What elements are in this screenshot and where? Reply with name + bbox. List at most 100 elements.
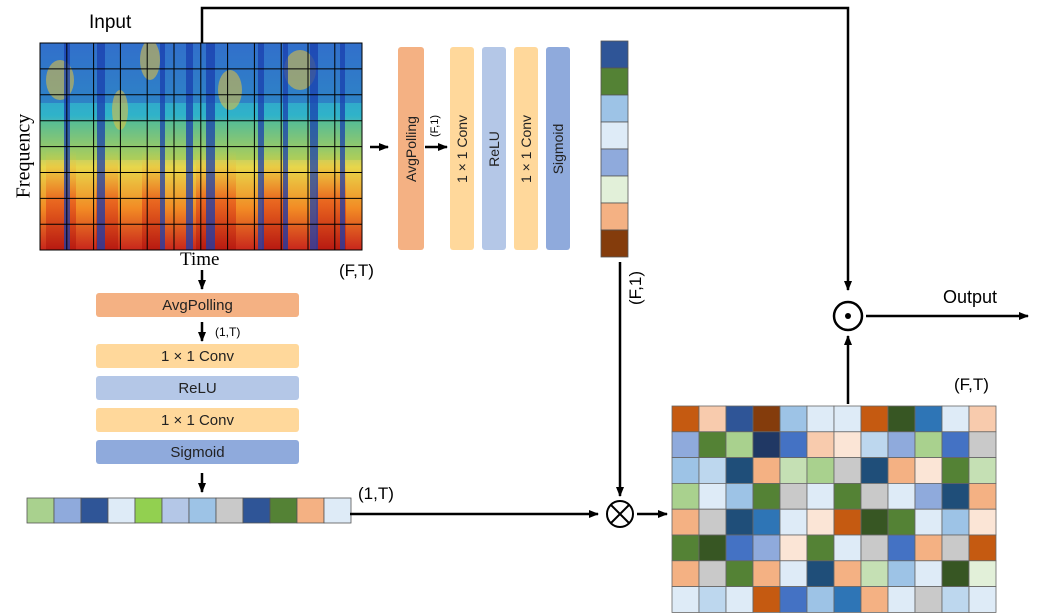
- grid-cell: [860, 560, 889, 587]
- grid-cell: [779, 431, 808, 458]
- freq-relu-block: ReLU: [482, 47, 506, 250]
- grid-cell: [968, 482, 997, 510]
- time-avgpool-block: AvgPolling: [96, 293, 299, 317]
- time-vector-cell: [107, 497, 136, 524]
- grid-cell: [860, 457, 889, 484]
- grid-cell: [887, 457, 916, 484]
- grid-cell: [806, 482, 835, 510]
- time-vector-cell: [53, 497, 82, 524]
- grid-cell: [725, 534, 754, 562]
- grid-cell: [752, 482, 781, 510]
- frequency-axis-label: Frequency: [12, 113, 35, 199]
- grid-cell: [887, 534, 916, 562]
- grid-cell: [671, 482, 700, 510]
- grid-cell: [698, 534, 727, 562]
- input-label: Input: [89, 12, 132, 33]
- grid-cell: [968, 560, 997, 587]
- grid-cell: [941, 560, 970, 587]
- grid-cell: [671, 586, 700, 613]
- grid-cell: [779, 405, 808, 433]
- time-axis-label: Time: [180, 249, 220, 270]
- time-sigmoid-block: Sigmoid: [96, 440, 299, 464]
- freq-conv1-block: 1 × 1 Conv: [450, 47, 474, 250]
- time-pool-shape-label: (1,T): [215, 325, 241, 339]
- grid-cell: [806, 560, 835, 587]
- grid-cell: [698, 431, 727, 458]
- grid-cell: [725, 431, 754, 458]
- connection-arrows: [198, 6, 1029, 518]
- grid-cell: [941, 508, 970, 536]
- time-vector-cell: [26, 497, 55, 524]
- freq-sigmoid-block: Sigmoid: [546, 47, 570, 250]
- grid-cell: [968, 405, 997, 433]
- grid-cell: [968, 534, 997, 562]
- grid-cell: [860, 586, 889, 613]
- grid-cell: [671, 508, 700, 536]
- grid-cell: [671, 560, 700, 587]
- grid-cell: [833, 508, 862, 536]
- grid-cell: [887, 482, 916, 510]
- grid-cell: [779, 586, 808, 613]
- grid-cell: [833, 457, 862, 484]
- freq-conv1-label: 1 × 1 Conv: [454, 114, 470, 183]
- freq-vector-cell: [600, 94, 629, 123]
- freq-vector-cell: [600, 121, 629, 150]
- freq-conv2-label: 1 × 1 Conv: [518, 114, 534, 183]
- grid-cell: [833, 482, 862, 510]
- grid-cell: [725, 405, 754, 433]
- freq-vector-cell: [600, 229, 629, 258]
- freq-vector-cell: [600, 40, 629, 69]
- grid-cell: [914, 560, 943, 587]
- freq-vector-cell: [600, 202, 629, 231]
- grid-cell: [887, 405, 916, 433]
- grid-cell: [779, 457, 808, 484]
- frequency-attention-vector: [600, 40, 629, 258]
- time-vector-cell: [134, 497, 163, 524]
- grid-cell: [806, 457, 835, 484]
- grid-cell: [914, 405, 943, 433]
- freq-vector-cell: [600, 67, 629, 96]
- freq-avgpool-label: AvgPolling: [403, 115, 419, 182]
- grid-cell: [752, 560, 781, 587]
- output-shape-label: (F,T): [954, 375, 989, 394]
- grid-cell: [752, 508, 781, 536]
- hadamard-operator: [832, 300, 864, 332]
- grid-cell: [860, 405, 889, 433]
- grid-cell: [725, 508, 754, 536]
- grid-cell: [752, 405, 781, 433]
- grid-cell: [860, 508, 889, 536]
- grid-cell: [914, 508, 943, 536]
- grid-cell: [725, 560, 754, 587]
- grid-cell: [671, 431, 700, 458]
- time-vector-cell: [188, 497, 217, 524]
- input-shape-label: (F,T): [339, 261, 374, 280]
- grid-cell: [698, 586, 727, 613]
- grid-cell: [698, 560, 727, 587]
- grid-cell: [914, 586, 943, 613]
- grid-cell: [914, 482, 943, 510]
- grid-cell: [752, 534, 781, 562]
- grid-cell: [941, 457, 970, 484]
- grid-cell: [725, 482, 754, 510]
- freq-vector-cell: [600, 175, 629, 204]
- time-vector-cell: [323, 497, 352, 524]
- grid-cell: [941, 431, 970, 458]
- grid-cell: [671, 534, 700, 562]
- grid-cell: [833, 560, 862, 587]
- time-vector-shape-label: (1,T): [358, 484, 394, 503]
- grid-cell: [968, 431, 997, 458]
- grid-cell: [671, 405, 700, 433]
- time-vector-cell: [296, 497, 325, 524]
- grid-cell: [887, 586, 916, 613]
- grid-cell: [725, 586, 754, 613]
- grid-cell: [806, 508, 835, 536]
- spectrogram: [40, 43, 362, 250]
- grid-cell: [725, 457, 754, 484]
- grid-cell: [806, 431, 835, 458]
- grid-cell: [860, 482, 889, 510]
- grid-cell: [806, 534, 835, 562]
- freq-pool-shape-label: (F,1): [429, 115, 441, 137]
- grid-cell: [914, 431, 943, 458]
